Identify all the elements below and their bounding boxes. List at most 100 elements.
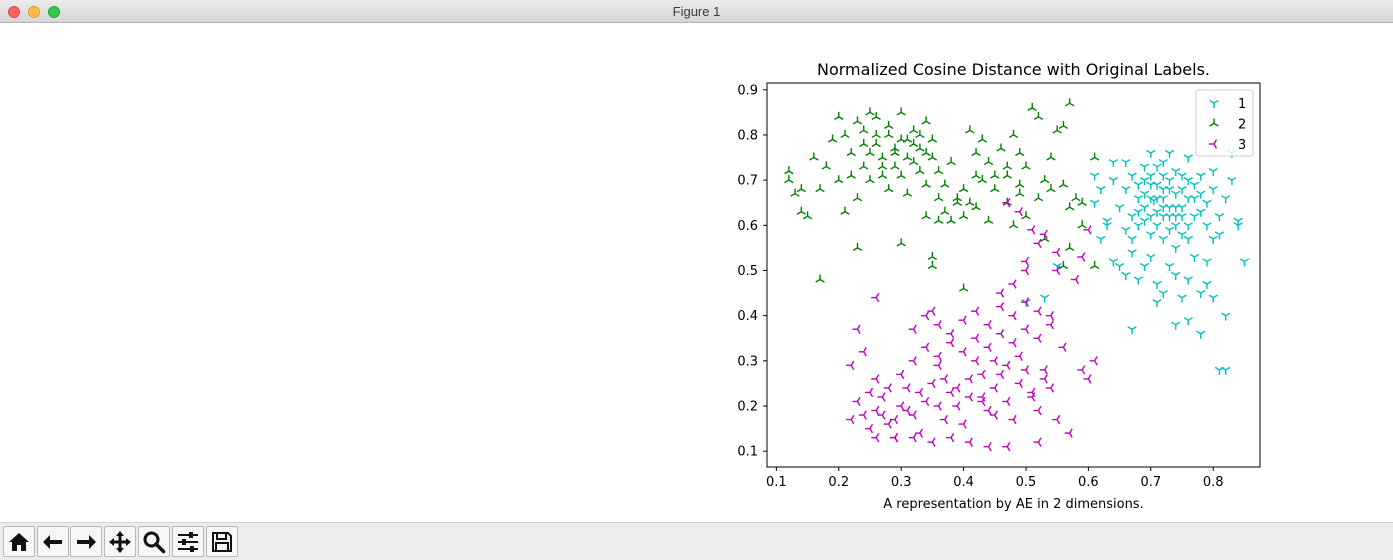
back-button[interactable] — [37, 526, 69, 557]
series-1-point — [1164, 213, 1175, 222]
series-3-point — [1014, 351, 1023, 361]
series-1-point — [1183, 154, 1193, 163]
series-1-point — [1146, 253, 1156, 262]
series-2-point — [821, 161, 831, 170]
series-3-point — [1020, 297, 1030, 307]
series-2-point — [896, 238, 906, 247]
series-3-point — [1002, 198, 1011, 208]
series-1-point — [1164, 149, 1175, 159]
series-1-point — [1233, 222, 1243, 231]
series-1-point — [1158, 204, 1168, 213]
series-2-point — [946, 157, 956, 166]
series-3-point — [1052, 247, 1061, 258]
series-2-point — [871, 129, 881, 139]
series-3-point — [864, 423, 874, 434]
zoom-button[interactable] — [138, 526, 170, 557]
series-2-point — [871, 111, 881, 120]
series-3-point — [871, 374, 880, 384]
series-1-point — [1108, 158, 1119, 168]
series-2-point — [859, 161, 869, 170]
series-2-point — [1008, 129, 1019, 139]
series-2-point — [927, 152, 938, 161]
window-title: Figure 1 — [672, 4, 721, 19]
chart-title: Normalized Cosine Distance with Original… — [817, 60, 1210, 79]
subplots-config-button[interactable] — [172, 526, 204, 557]
series-3-point — [1008, 310, 1017, 321]
series-3-point — [989, 383, 998, 393]
series-3-point — [933, 320, 942, 330]
series-3-point — [983, 342, 992, 352]
series-3-point — [964, 437, 973, 447]
series-1-point — [1127, 213, 1137, 222]
series-1-point — [1127, 326, 1137, 335]
series-1-point — [1121, 158, 1131, 168]
series-2-point — [921, 179, 931, 188]
series-2-point — [996, 143, 1006, 152]
series-1-point — [1171, 204, 1181, 213]
navigation-toolbar — [0, 522, 1393, 560]
series-3-point — [933, 401, 942, 411]
home-button[interactable] — [3, 526, 35, 557]
forward-button[interactable] — [70, 526, 102, 557]
series-2-point — [983, 157, 994, 166]
series-2-point — [1052, 125, 1062, 134]
series-3-point — [1083, 225, 1092, 235]
series-3-point — [971, 306, 980, 316]
series-3-point — [952, 383, 961, 393]
pan-button[interactable] — [104, 526, 136, 557]
series-1-point — [1158, 172, 1168, 181]
series-3-point — [1039, 365, 1048, 375]
series-3-point — [1014, 207, 1023, 217]
series-1-point — [1133, 195, 1143, 204]
minimize-window-button[interactable] — [28, 6, 40, 18]
series-1-point — [1127, 249, 1137, 258]
series-1-point — [1177, 294, 1187, 303]
series-1-point — [1133, 181, 1143, 190]
series-3-point — [1058, 342, 1067, 352]
series-1-point — [1189, 253, 1200, 262]
series-2-point — [915, 129, 925, 139]
series-3-point — [877, 410, 886, 420]
series-2-point — [971, 148, 981, 157]
series-1-point — [1177, 186, 1187, 195]
series-1-point — [1208, 235, 1218, 244]
close-window-button[interactable] — [8, 6, 20, 18]
series-3-point — [989, 410, 998, 420]
series-1-point — [1146, 231, 1156, 240]
x-tick-label: 0.2 — [828, 475, 849, 490]
series-2-point — [915, 166, 925, 175]
series-2-point — [1046, 152, 1056, 161]
save-icon — [212, 531, 232, 552]
y-tick-label: 0.5 — [737, 264, 758, 279]
series-3-point — [1070, 274, 1080, 285]
series-3-point — [1027, 392, 1036, 402]
maximize-window-button[interactable] — [48, 6, 60, 18]
series-3-point — [1020, 365, 1030, 375]
series-3-point — [902, 383, 911, 393]
series-2-point — [877, 152, 888, 161]
series-3-point — [864, 387, 874, 398]
window-titlebar: Figure 1 — [0, 0, 1393, 23]
series-1-point — [1133, 276, 1143, 285]
series-3-point — [927, 437, 936, 447]
series-1-point — [1158, 289, 1168, 299]
series-3-point — [1033, 405, 1042, 416]
series-3-point — [914, 428, 923, 438]
series-1-point — [1183, 276, 1193, 285]
series-3-point — [1008, 414, 1017, 425]
series-3-point — [983, 441, 992, 452]
series-2-point — [908, 125, 919, 134]
series-1-point — [1171, 271, 1181, 280]
series-3-point — [1064, 428, 1073, 438]
series-1-point — [1196, 190, 1206, 199]
series-3-point — [846, 360, 855, 371]
series-3-point — [946, 432, 955, 443]
series-2-point — [852, 242, 863, 252]
series-3-point — [1083, 374, 1092, 384]
save-button[interactable] — [206, 526, 238, 557]
back-arrow-icon — [43, 534, 62, 549]
series-3-point — [871, 405, 880, 416]
series-1-point — [1096, 235, 1106, 244]
series-1-point — [1171, 222, 1181, 231]
series-3-point — [996, 329, 1005, 339]
